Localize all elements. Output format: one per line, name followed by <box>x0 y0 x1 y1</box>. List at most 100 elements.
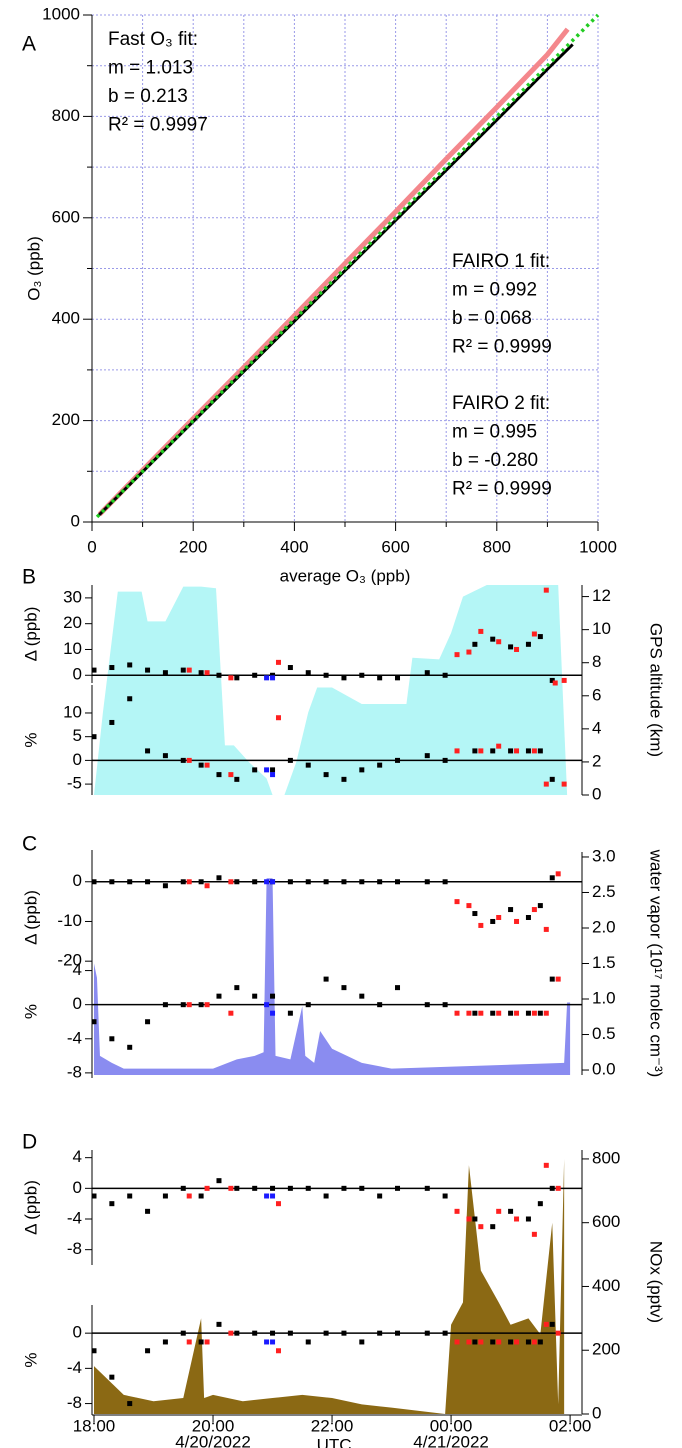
y-tick-label: 20 <box>63 613 82 632</box>
data-point <box>305 1339 311 1345</box>
data-point <box>454 899 460 905</box>
x-tick-label: 02:00 <box>549 1416 592 1435</box>
data-point <box>305 762 311 768</box>
y-tick-label: 0 <box>73 665 82 684</box>
data-point <box>180 879 186 885</box>
data-point <box>162 1002 168 1008</box>
data-point <box>472 641 478 647</box>
data-point <box>377 1193 383 1199</box>
data-point <box>145 667 151 673</box>
data-point <box>478 922 484 928</box>
data-point <box>204 762 210 768</box>
y-tick-label: -5 <box>67 774 82 793</box>
data-point <box>508 1208 514 1214</box>
y-tick-label: 0 <box>73 871 82 890</box>
data-point <box>323 772 329 778</box>
data-point <box>305 670 311 676</box>
y-tick-label: 4 <box>73 1147 82 1166</box>
data-point <box>234 879 240 885</box>
y-tick-label: -8 <box>67 1393 82 1412</box>
y-tick-label: 0 <box>73 1178 82 1197</box>
data-point <box>514 1339 520 1345</box>
data-point <box>549 1321 555 1327</box>
panel-label: A <box>22 33 36 56</box>
data-point <box>275 1348 281 1354</box>
data-point <box>359 767 365 773</box>
data-point <box>198 670 204 676</box>
area <box>94 1158 565 1414</box>
fit-annotation: Fast O₃ fit: <box>108 29 198 50</box>
data-point <box>442 1002 448 1008</box>
data-point <box>543 1321 549 1327</box>
data-point <box>109 1201 115 1207</box>
data-point <box>180 1330 186 1336</box>
data-point <box>127 1401 133 1407</box>
data-point <box>531 1339 537 1345</box>
data-point <box>287 1010 293 1016</box>
date-label: 4/20/2022 <box>175 1432 251 1448</box>
data-point <box>555 976 561 982</box>
data-point <box>275 659 281 665</box>
y2-tick-label: 400 <box>592 1276 620 1295</box>
y2-tick-label: 0.0 <box>592 1060 616 1079</box>
data-point <box>252 879 258 885</box>
data-point <box>186 757 192 763</box>
x-tick-label: 0 <box>87 537 96 556</box>
data-point <box>531 1010 537 1016</box>
y2-tick-label: 2 <box>592 751 601 770</box>
data-point <box>496 1010 502 1016</box>
data-point <box>275 715 281 721</box>
data-point <box>216 672 222 678</box>
data-point <box>442 757 448 763</box>
data-point <box>525 1339 531 1345</box>
data-point <box>341 879 347 885</box>
data-point <box>442 672 448 678</box>
data-point <box>377 675 383 681</box>
data-point <box>549 776 555 782</box>
data-point <box>287 665 293 671</box>
data-point <box>252 993 258 999</box>
data-point <box>552 680 558 686</box>
data-point <box>264 1193 270 1199</box>
y2-tick-label: 2.5 <box>592 882 616 901</box>
y-tick-label: 10 <box>63 702 82 721</box>
fit-annotation: m = 0.992 <box>452 280 537 301</box>
x-axis-label: average O₃ (ppb) <box>280 566 411 585</box>
data-point <box>270 672 276 678</box>
y2-axis-label: water vapor (10¹⁷ molec cm⁻³) <box>647 849 666 1078</box>
x-tick-label: 20:00 <box>192 1416 235 1435</box>
data-point <box>377 879 383 885</box>
data-point <box>466 649 472 655</box>
y-axis-label: % <box>21 1004 40 1019</box>
data-point <box>472 1339 478 1345</box>
data-point <box>543 781 549 787</box>
y-tick-label: 5 <box>73 726 82 745</box>
data-point <box>216 772 222 778</box>
data-point <box>91 1193 97 1199</box>
data-point <box>216 1178 222 1184</box>
data-point <box>472 1216 478 1222</box>
data-point <box>395 757 401 763</box>
data-point <box>186 667 192 673</box>
data-point <box>466 903 472 909</box>
data-point <box>323 1330 329 1336</box>
data-point <box>270 767 276 773</box>
data-point <box>478 1339 484 1345</box>
y2-tick-label: 600 <box>592 1212 620 1231</box>
data-point <box>508 748 514 754</box>
data-point <box>180 1002 186 1008</box>
data-point <box>543 1162 549 1168</box>
data-point <box>490 636 496 642</box>
data-point <box>531 1231 537 1237</box>
data-point <box>270 1010 276 1016</box>
data-point <box>234 776 240 782</box>
data-point <box>162 670 168 676</box>
data-point <box>198 762 204 768</box>
data-point <box>359 1185 365 1191</box>
data-point <box>454 1208 460 1214</box>
data-point <box>555 871 561 877</box>
data-point <box>91 879 97 885</box>
y-tick-label: 10 <box>63 639 82 658</box>
data-point <box>508 1339 514 1345</box>
data-point <box>305 1185 311 1191</box>
